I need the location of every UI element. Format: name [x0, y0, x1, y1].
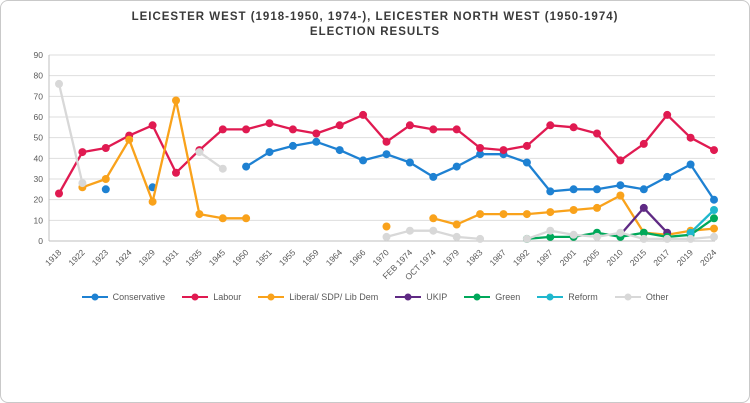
svg-text:1979: 1979 [441, 247, 462, 268]
svg-text:1997: 1997 [534, 247, 555, 268]
gridlines [48, 54, 715, 242]
series-lines [55, 79, 718, 243]
svg-text:2019: 2019 [675, 247, 696, 268]
svg-text:2005: 2005 [581, 247, 602, 268]
svg-text:1955: 1955 [277, 247, 298, 268]
svg-text:80: 80 [34, 71, 44, 81]
svg-text:1945: 1945 [207, 247, 228, 268]
svg-text:1923: 1923 [90, 247, 111, 268]
legend-label: Liberal/ SDP/ Lib Dem [289, 292, 379, 302]
chart-title-line1: LEICESTER WEST (1918-1950, 1974-), LEICE… [131, 11, 619, 23]
svg-text:0: 0 [38, 236, 43, 246]
svg-text:10: 10 [34, 215, 44, 225]
svg-text:2024: 2024 [698, 247, 719, 268]
svg-text:1970: 1970 [370, 247, 391, 268]
legend-marker-icon [81, 293, 108, 301]
legend-item-conservative: Conservative [81, 292, 166, 302]
legend-item-ukip: UKIP [395, 292, 447, 302]
svg-text:1924: 1924 [113, 247, 134, 268]
series-labour [55, 110, 718, 198]
legend-label: Other [645, 292, 669, 302]
chart-legend: Conservative Labour Liberal/ SDP/ Lib Dem U… [1, 292, 749, 302]
svg-text:2010: 2010 [604, 247, 625, 268]
svg-text:1966: 1966 [347, 247, 368, 268]
svg-text:1922: 1922 [66, 247, 87, 268]
svg-text:1964: 1964 [324, 247, 345, 268]
svg-text:90: 90 [34, 50, 44, 60]
svg-text:1959: 1959 [300, 247, 321, 268]
legend-label: Conservative [112, 292, 166, 302]
x-axis-labels: 1918 1922 1923 1924 1929 1931 1935 1945 1950 1951… [43, 247, 719, 282]
legend-item-labour: Labour [182, 292, 241, 302]
svg-text:2017: 2017 [651, 247, 672, 268]
legend-marker-icon [258, 293, 285, 301]
legend-item-reform: Reform [537, 292, 598, 302]
legend-marker-icon [614, 293, 641, 301]
series-conservative [101, 137, 718, 204]
legend-label: UKIP [426, 292, 448, 302]
svg-text:1929: 1929 [137, 247, 158, 268]
legend-label: Labour [213, 292, 242, 302]
legend-marker-icon [464, 293, 491, 301]
svg-text:2001: 2001 [558, 247, 579, 268]
chart-title: LEICESTER WEST (1918-1950, 1974-), LEICE… [1, 10, 749, 40]
svg-text:60: 60 [34, 112, 44, 122]
svg-text:1931: 1931 [160, 247, 181, 268]
legend-marker-icon [182, 293, 209, 301]
svg-text:1935: 1935 [183, 247, 204, 268]
svg-text:70: 70 [34, 91, 44, 101]
svg-text:20: 20 [34, 195, 44, 205]
y-axis-labels: 90 80 70 60 50 40 30 20 10 0 [34, 50, 44, 246]
legend-label: Reform [568, 292, 598, 302]
svg-text:2015: 2015 [628, 247, 649, 268]
svg-text:1918: 1918 [43, 247, 64, 268]
svg-text:30: 30 [34, 174, 44, 184]
svg-text:1951: 1951 [253, 247, 274, 268]
legend-item-other: Other [614, 292, 669, 302]
svg-text:1983: 1983 [464, 247, 485, 268]
svg-text:50: 50 [34, 133, 44, 143]
svg-text:1992: 1992 [511, 247, 532, 268]
svg-text:40: 40 [34, 153, 44, 163]
legend-item-liberal-sdp-lib-dem: Liberal/ SDP/ Lib Dem [258, 292, 378, 302]
series-reform [686, 206, 718, 237]
legend-marker-icon [395, 293, 422, 301]
svg-text:1950: 1950 [230, 247, 251, 268]
legend-label: Green [495, 292, 521, 302]
chart-title-line2: ELECTION RESULTS [309, 26, 441, 38]
series-other [55, 79, 718, 243]
legend-item-green: Green [464, 292, 520, 302]
svg-text:1987: 1987 [487, 247, 508, 268]
legend-marker-icon [537, 293, 564, 301]
